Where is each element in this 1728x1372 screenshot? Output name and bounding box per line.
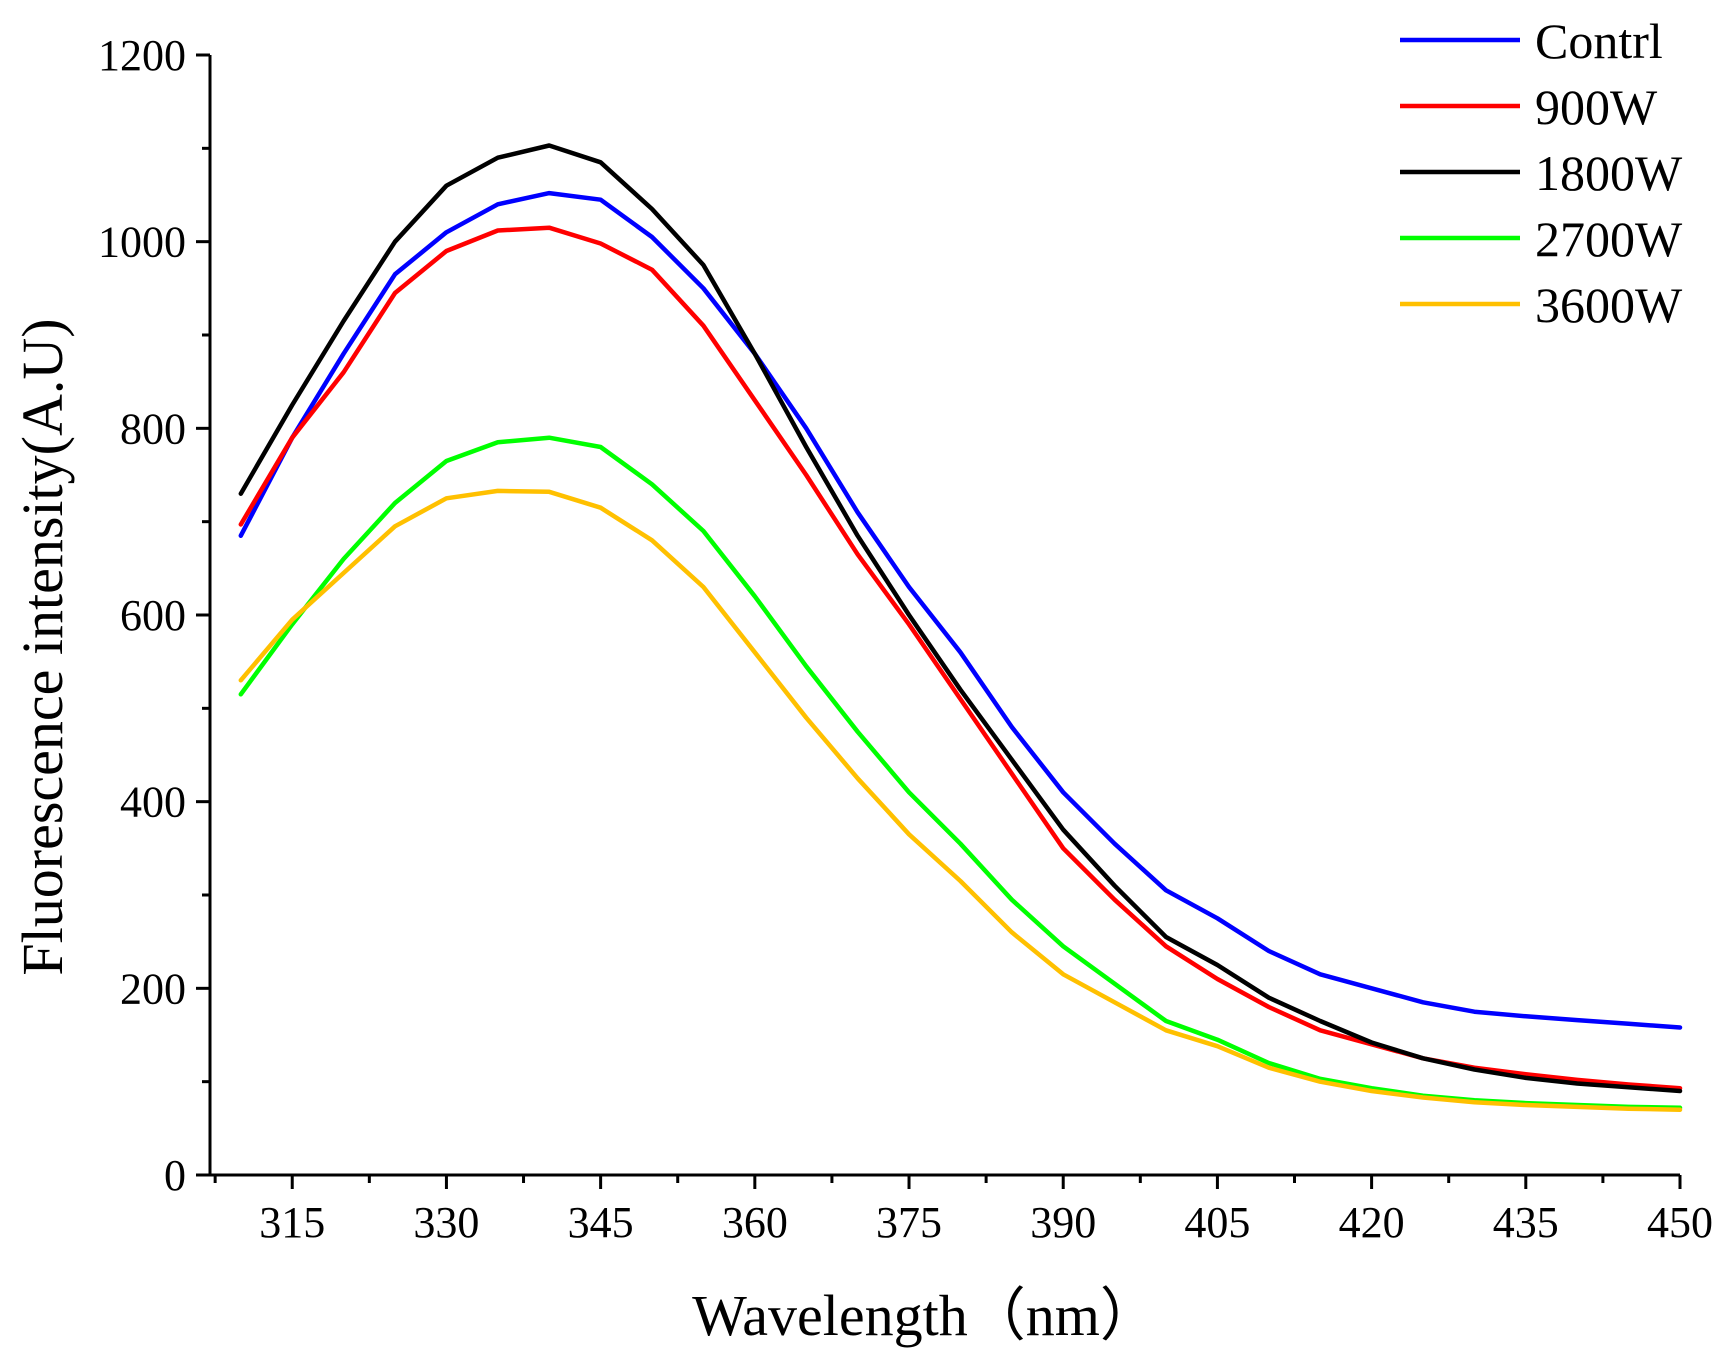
legend-label: Contrl: [1535, 13, 1663, 69]
series-line-2700w: [238, 435, 1683, 1111]
legend: Contrl 900W 1800W 2700W 3600W: [1400, 13, 1683, 333]
series-lines: [238, 143, 1683, 1112]
x-tick-label: 435: [1493, 1198, 1559, 1247]
legend-label: 2700W: [1535, 211, 1683, 267]
series-line-3600w: [238, 488, 1683, 1112]
y-axis-title: Fluorescence intensity(A.U): [10, 318, 75, 975]
y-tick-label: 0: [164, 1151, 186, 1200]
x-tick-label: 375: [876, 1198, 942, 1247]
legend-label: 3600W: [1535, 277, 1683, 333]
x-tick-label: 345: [568, 1198, 634, 1247]
y-tick-label: 400: [120, 778, 186, 827]
series-line-1800w: [238, 143, 1683, 1094]
x-tick-label: 330: [413, 1198, 479, 1247]
series-line-900w: [238, 225, 1683, 1091]
y-tick-label: 1200: [98, 31, 186, 80]
x-tick-label: 360: [722, 1198, 788, 1247]
y-tick-label: 800: [120, 404, 186, 453]
y-tick-label: 600: [120, 591, 186, 640]
series-line-contrl: [238, 190, 1683, 1030]
x-tick-label: 420: [1339, 1198, 1405, 1247]
x-tick-label: 405: [1184, 1198, 1250, 1247]
x-tick-label: 315: [259, 1198, 325, 1247]
legend-label: 900W: [1535, 79, 1658, 135]
x-tick-label: 390: [1030, 1198, 1096, 1247]
x-axis-title: Wavelength（nm）: [692, 1283, 1158, 1348]
axes: 0 200 400 600 800 1000 1200 315 330 345 360 375 390 4…: [98, 31, 1713, 1247]
y-tick-label: 200: [120, 964, 186, 1013]
x-tick-label: 450: [1647, 1198, 1713, 1247]
y-tick-label: 1000: [98, 218, 186, 267]
legend-label: 1800W: [1535, 145, 1683, 201]
